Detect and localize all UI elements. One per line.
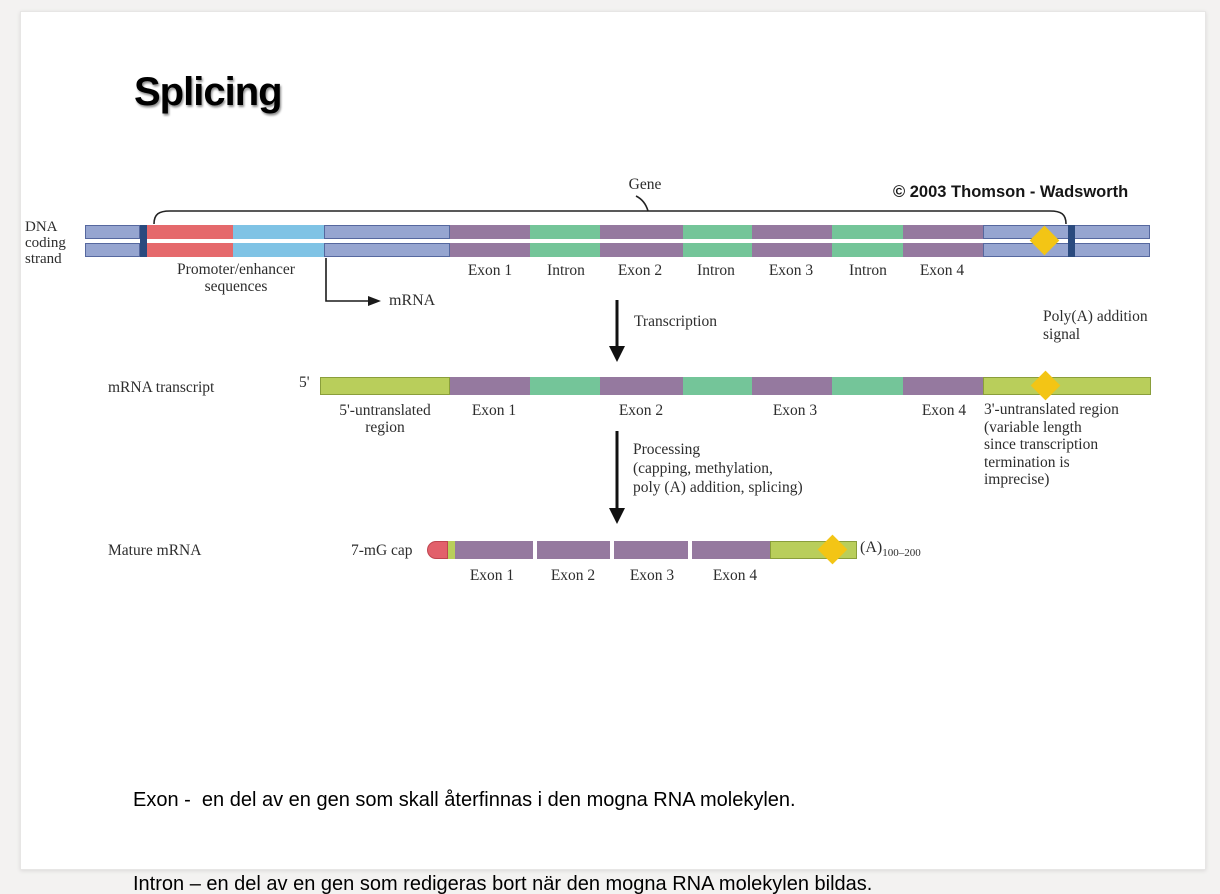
dna-strand-exon-1 [450,243,530,257]
mrna-transcript-exon-1 [450,377,530,395]
exon-definition: Exon - en del av en gen som skall återfi… [133,789,796,811]
dna-strand-intron-2 [683,243,752,257]
dna-exon-intron-label: Exon 2 [617,262,663,279]
mrna-transcript-exon-4 [903,377,983,395]
dna-strand-intron-1 [530,225,600,239]
slide-title: Splicing [134,70,283,114]
mature-mrna-exon-4 [692,541,770,559]
transcription-start-bar [140,225,147,257]
dna-exon-intron-label: Exon 1 [467,262,513,279]
dna-strand-promoter [147,225,233,239]
slide-canvas [20,11,1206,870]
poly-a-tail-subscript: 100–200 [882,547,921,559]
transcription-label: Transcription [634,313,717,330]
five-utr-label: 5'-untranslated region [339,402,431,436]
mature-exon-label: Exon 4 [712,567,758,584]
dna-exon-intron-label: Intron [849,262,887,279]
mature-exon-label: Exon 1 [469,567,515,584]
dna-exon-intron-label: Exon 4 [919,262,965,279]
dna-strand-right-flank [983,243,1150,257]
dna-strand-enhancer [233,225,324,239]
dna-strand-exon-4 [903,225,983,239]
dna-strand-promoter [147,243,233,257]
mrna-transcript-exon-3 [752,377,832,395]
transcript-exon-label: Exon 1 [471,402,517,419]
dna-strand-intron-2 [683,225,752,239]
dna-strand-exon-2 [600,243,683,257]
mature-exon-label: Exon 3 [629,567,675,584]
dna-strand-exon-2 [600,225,683,239]
mature-mrna-exon-3 [614,541,688,559]
five-prime-label: 5' [299,374,310,391]
dna-strand-enhancer [233,243,324,257]
mrna-transcript-five-utr [320,377,450,395]
seven-mg-cap-label: 7-mG cap [351,542,413,559]
mature-exon-label: Exon 2 [550,567,596,584]
mature-mrna-seven-mg-cap [427,541,448,559]
mature-mrna-utr-sliver [448,541,455,559]
gene-label: Gene [628,176,662,193]
dna-strand-exon-1 [450,225,530,239]
mature-mrna-exon-2 [537,541,610,559]
mrna-transcript-intron-1 [530,377,600,395]
dna-strand-exon-3 [752,243,832,257]
poly-a-addition-signal-label: Poly(A) addition signal [1043,308,1148,343]
dna-strand-exon-4 [903,243,983,257]
copyright-notice: © 2003 Thomson - Wadsworth [893,183,1129,201]
dna-exon-intron-label: Intron [697,262,735,279]
mature-mrna-exon-1 [455,541,533,559]
mrna-arrow-label: mRNA [389,292,436,309]
transcript-exon-label: Exon 4 [921,402,967,419]
dna-exon-intron-label: Intron [547,262,585,279]
mrna-transcript-row-label: mRNA transcript [108,379,215,396]
mrna-transcript-intron-2 [683,377,752,395]
dna-strand-upstream-flank [324,225,450,239]
mature-mrna-row-label: Mature mRNA [108,542,202,559]
mrna-transcript-three-utr [983,377,1151,395]
dna-strand-intron-3 [832,225,903,239]
mrna-transcript-intron-3 [832,377,903,395]
transcript-exon-label: Exon 3 [772,402,818,419]
dna-strand-left-flank [85,225,140,239]
dna-strand-right-flank [983,225,1150,239]
transcript-exon-label: Exon 2 [618,402,664,419]
dna-strand-exon-3 [752,225,832,239]
dna-coding-strand-label: DNA coding strand [25,219,66,267]
dna-strand-intron-3 [832,243,903,257]
intron-definition: Intron – en del av en gen som redigeras … [133,873,873,894]
poly-a-tail-label: (A)100–200 [860,539,921,559]
three-utr-label: 3'-untranslated region (variable length … [984,401,1119,488]
dna-strand-intron-1 [530,243,600,257]
dna-strand-left-flank [85,243,140,257]
definitions-text: Exon - en del av en gen som skall återfi… [133,730,872,894]
poly-a-site-bar [1068,225,1075,257]
mrna-transcript-exon-2 [600,377,683,395]
promoter-enhancer-label: Promoter/enhancer sequences [177,261,295,295]
dna-strand-upstream-flank [324,243,450,257]
processing-label: Processing (capping, methylation, poly (… [633,441,803,496]
dna-exon-intron-label: Exon 3 [768,262,814,279]
